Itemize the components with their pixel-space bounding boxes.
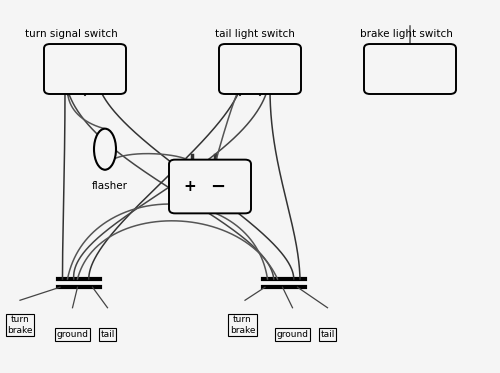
Ellipse shape [94, 129, 116, 170]
Text: flasher: flasher [92, 181, 128, 191]
Text: tail: tail [100, 330, 114, 339]
Text: ground: ground [56, 330, 88, 339]
Text: turn
brake: turn brake [7, 315, 33, 335]
FancyBboxPatch shape [169, 160, 251, 213]
FancyBboxPatch shape [364, 44, 456, 94]
Text: −: − [210, 178, 225, 195]
Text: +: + [184, 179, 196, 194]
Text: turn
brake: turn brake [230, 315, 256, 335]
Text: tail light switch: tail light switch [215, 29, 295, 39]
FancyBboxPatch shape [219, 44, 301, 94]
Text: tail: tail [320, 330, 334, 339]
Text: brake light switch: brake light switch [360, 29, 453, 39]
FancyBboxPatch shape [44, 44, 126, 94]
Text: ground: ground [276, 330, 308, 339]
Text: turn signal switch: turn signal switch [25, 29, 118, 39]
